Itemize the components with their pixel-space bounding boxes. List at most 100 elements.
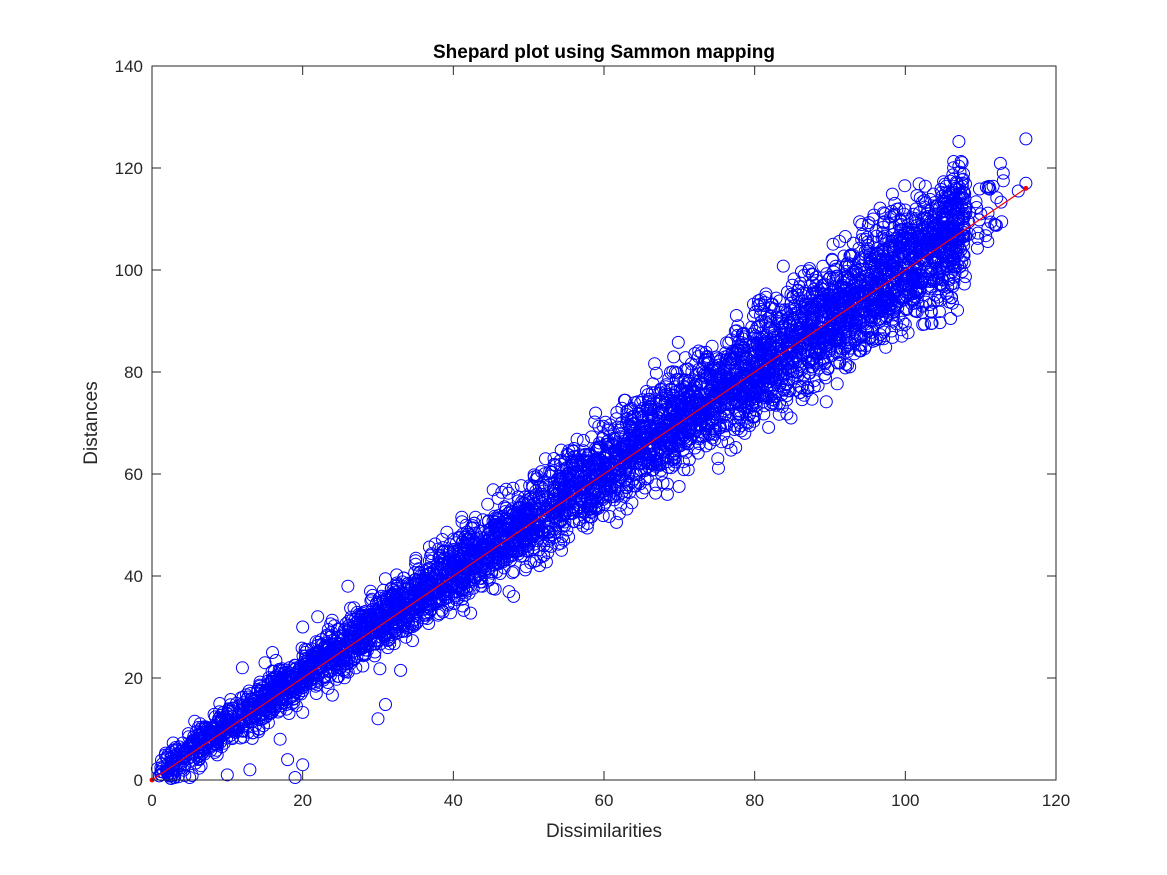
scatter-points xyxy=(150,132,1033,785)
scatter-point xyxy=(185,769,199,782)
scatter-point xyxy=(712,461,725,475)
scatter-point xyxy=(933,316,947,330)
scatter-point xyxy=(242,697,256,711)
scatter-point xyxy=(707,423,721,437)
scatter-point xyxy=(614,498,628,512)
scatter-point xyxy=(601,423,615,437)
scatter-point xyxy=(462,568,476,581)
scatter-point xyxy=(414,589,428,603)
scatter-point xyxy=(542,478,556,492)
scatter-point xyxy=(625,401,638,415)
scatter-point xyxy=(797,348,810,361)
scatter-point xyxy=(833,348,847,361)
scatter-point xyxy=(474,579,487,593)
scatter-point xyxy=(867,208,881,222)
scatter-point xyxy=(894,213,908,227)
scatter-point xyxy=(708,433,722,447)
scatter-point xyxy=(464,606,478,620)
scatter-point xyxy=(943,174,957,188)
scatter-point xyxy=(656,476,670,490)
scatter-point xyxy=(671,438,685,452)
scatter-point xyxy=(918,200,931,214)
scatter-point xyxy=(542,533,556,547)
scatter-point xyxy=(563,506,576,520)
scatter-point xyxy=(672,433,686,447)
scatter-point xyxy=(950,244,964,258)
scatter-point xyxy=(910,305,924,319)
scatter-point xyxy=(491,528,505,541)
scatter-point xyxy=(853,251,867,265)
scatter-point xyxy=(380,590,394,604)
scatter-point xyxy=(462,543,476,557)
scatter-point xyxy=(496,549,510,563)
scatter-point xyxy=(434,593,448,607)
scatter-point xyxy=(701,406,715,420)
scatter-point xyxy=(582,454,596,468)
scatter-point xyxy=(799,301,813,315)
scatter-point xyxy=(670,408,683,422)
scatter-point xyxy=(633,452,646,465)
scatter-point xyxy=(747,414,761,428)
scatter-point xyxy=(507,507,521,521)
scatter-point xyxy=(309,687,323,700)
scatter-point xyxy=(287,682,301,696)
scatter-point xyxy=(310,673,324,687)
scatter-point xyxy=(596,509,610,523)
scatter-point xyxy=(558,506,572,520)
scatter-point xyxy=(826,237,840,251)
scatter-point xyxy=(877,206,890,220)
scatter-point xyxy=(612,507,626,521)
scatter-point xyxy=(436,605,450,619)
scatter-point xyxy=(901,326,915,340)
scatter-point xyxy=(857,288,871,302)
scatter-point xyxy=(211,731,225,745)
scatter-point xyxy=(751,339,765,353)
scatter-point xyxy=(614,430,627,444)
scatter-point xyxy=(501,506,515,520)
scatter-point xyxy=(648,386,662,400)
scatter-point xyxy=(833,356,847,370)
scatter-point xyxy=(648,357,662,371)
scatter-point xyxy=(718,397,732,411)
scatter-point xyxy=(428,568,442,582)
scatter-point xyxy=(379,592,393,606)
scatter-point xyxy=(320,630,334,644)
scatter-point xyxy=(253,708,267,722)
scatter-point xyxy=(503,504,517,518)
scatter-point xyxy=(801,303,815,317)
scatter-point xyxy=(409,557,423,571)
scatter-point xyxy=(885,187,899,201)
scatter-point xyxy=(560,462,574,476)
scatter-point xyxy=(271,705,285,719)
scatter-point xyxy=(565,444,579,458)
scatter-point xyxy=(636,414,650,428)
scatter-point xyxy=(873,332,887,346)
scatter-point xyxy=(890,317,903,331)
scatter-point xyxy=(373,662,387,676)
scatter-point xyxy=(737,349,751,363)
scatter-point xyxy=(699,439,713,453)
scatter-point xyxy=(896,315,910,329)
scatter-point xyxy=(751,299,765,312)
scatter-point xyxy=(780,342,794,356)
scatter-point xyxy=(309,635,323,649)
scatter-point xyxy=(459,518,473,532)
scatter-point xyxy=(887,308,900,322)
scatter-point xyxy=(553,454,567,468)
scatter-point xyxy=(517,549,530,563)
scatter-point xyxy=(952,187,966,200)
scatter-point xyxy=(888,237,902,251)
scatter-point xyxy=(706,413,720,427)
scatter-point xyxy=(886,246,900,260)
scatter-point xyxy=(503,515,517,529)
scatter-point xyxy=(562,530,576,544)
scatter-point xyxy=(657,438,671,452)
scatter-point xyxy=(514,479,528,493)
scatter-point xyxy=(546,510,560,524)
scatter-point xyxy=(435,603,449,617)
scatter-point xyxy=(502,585,516,599)
scatter-point xyxy=(555,543,568,557)
scatter-point xyxy=(780,362,794,376)
scatter-point xyxy=(164,771,177,785)
scatter-point xyxy=(772,407,786,421)
